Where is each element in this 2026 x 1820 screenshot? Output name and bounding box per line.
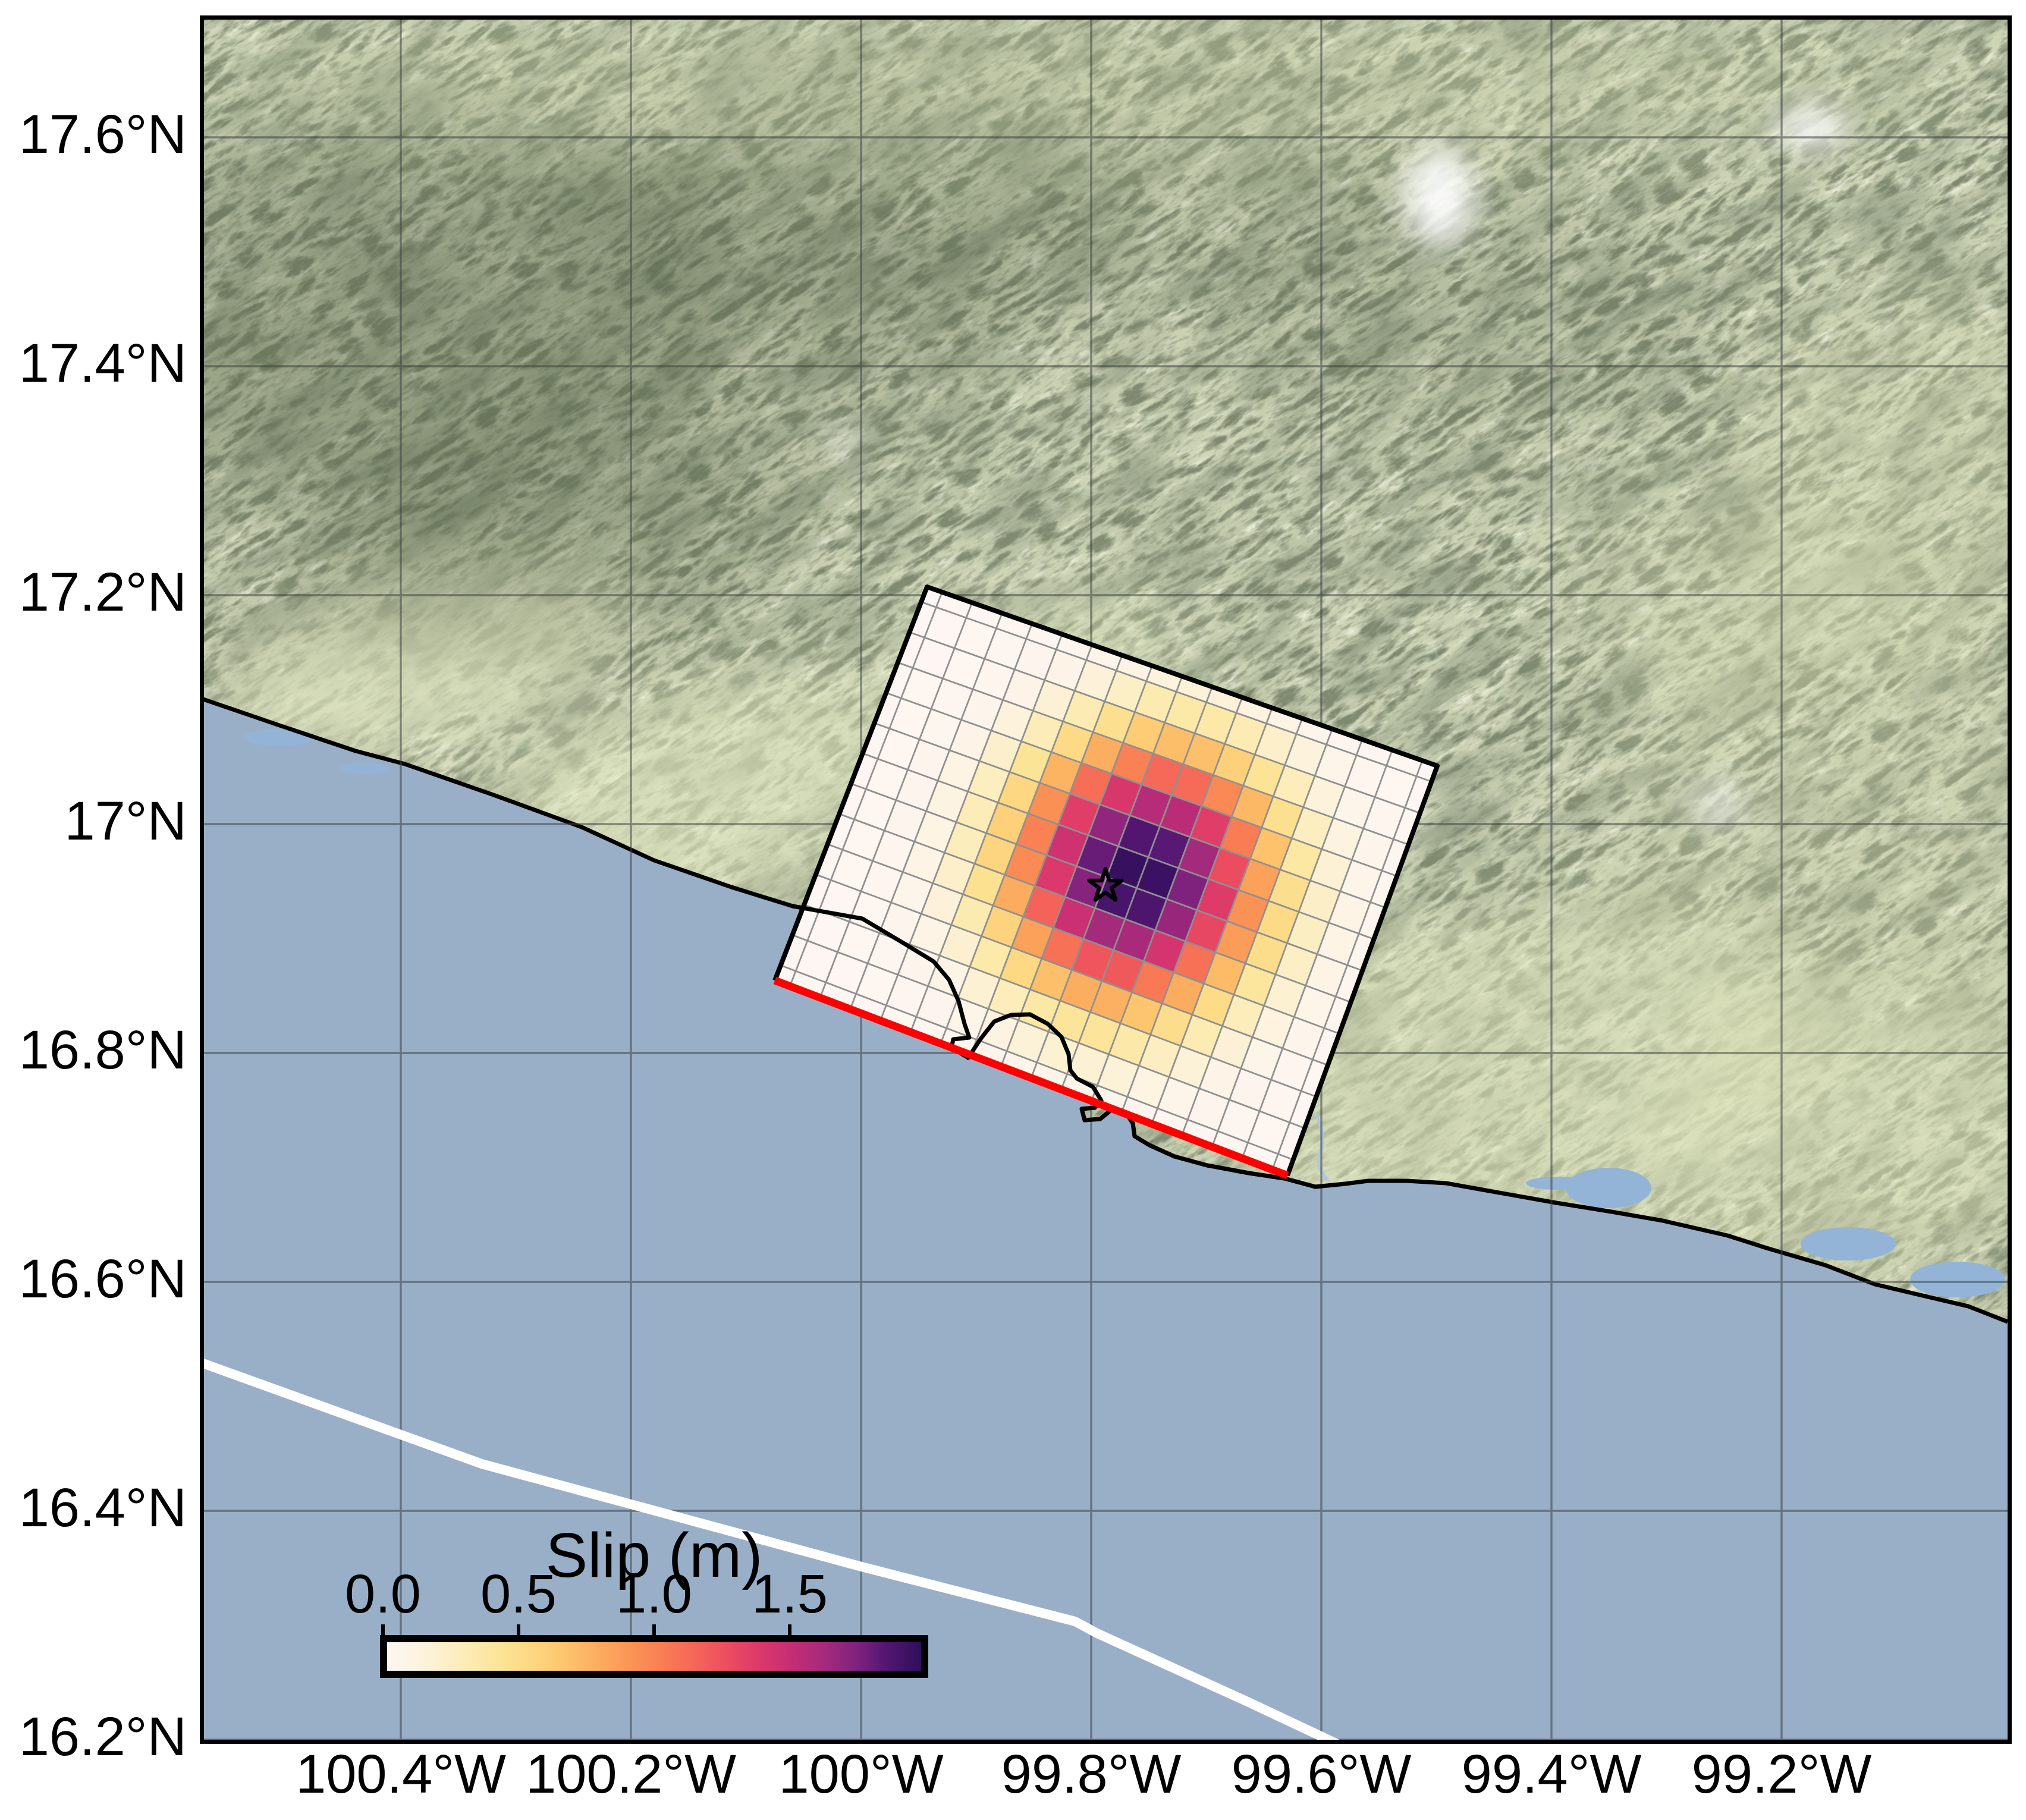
svg-text:16.8°N: 16.8°N (19, 1020, 187, 1080)
svg-text:17.2°N: 17.2°N (19, 562, 187, 623)
svg-text:17.6°N: 17.6°N (19, 104, 187, 165)
svg-text:17°N: 17°N (64, 791, 187, 851)
svg-text:99.2°W: 99.2°W (1692, 1744, 1872, 1805)
svg-text:Slip (m): Slip (m) (545, 1520, 762, 1590)
svg-text:100.4°W: 100.4°W (296, 1744, 506, 1805)
svg-text:100°W: 100°W (778, 1744, 943, 1805)
svg-text:99.8°W: 99.8°W (1001, 1744, 1182, 1805)
svg-text:0.5: 0.5 (480, 1564, 557, 1624)
svg-text:1.5: 1.5 (752, 1564, 828, 1624)
svg-text:16.2°N: 16.2°N (19, 1706, 187, 1767)
svg-text:99.4°W: 99.4°W (1462, 1744, 1642, 1805)
svg-text:16.4°N: 16.4°N (19, 1478, 187, 1538)
svg-text:17.4°N: 17.4°N (19, 333, 187, 394)
svg-text:1.0: 1.0 (616, 1564, 692, 1624)
svg-text:16.6°N: 16.6°N (19, 1249, 187, 1309)
svg-text:0.0: 0.0 (345, 1564, 421, 1624)
svg-text:99.6°W: 99.6°W (1232, 1744, 1412, 1805)
svg-text:100.2°W: 100.2°W (526, 1744, 736, 1805)
